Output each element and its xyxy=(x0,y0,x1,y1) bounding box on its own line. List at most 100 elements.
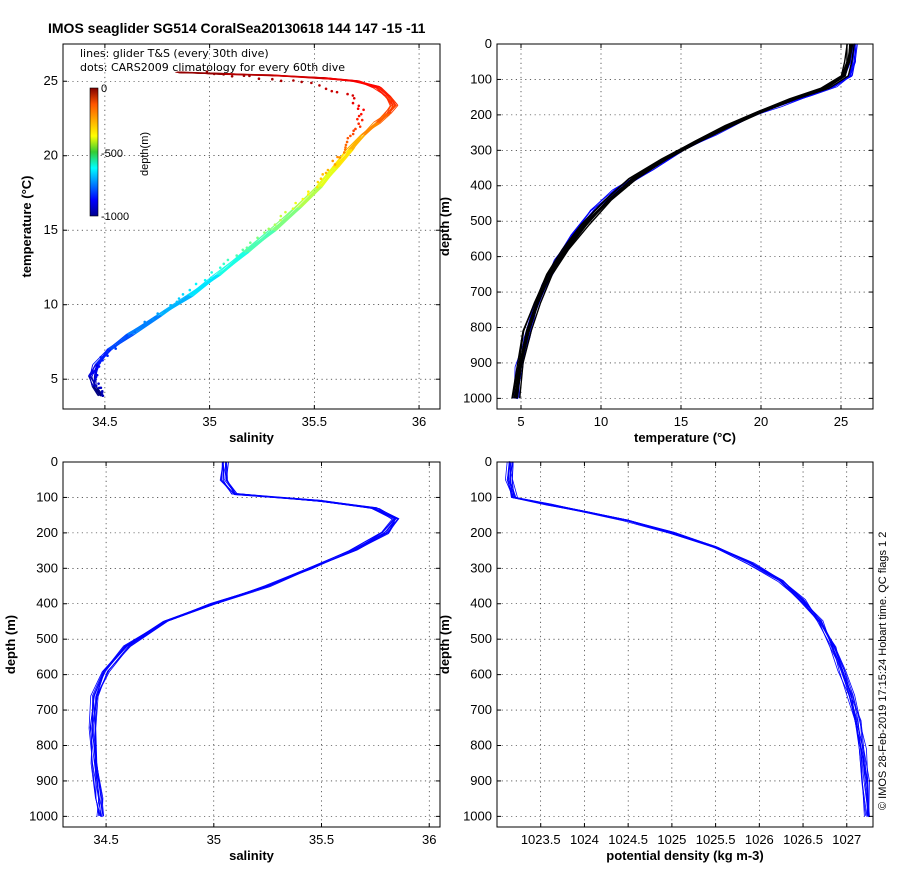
y-tick-label: 800 xyxy=(36,737,58,752)
climatology-dot xyxy=(163,309,166,313)
climatology-dot xyxy=(143,320,147,324)
ts-profile-segment xyxy=(324,77,359,83)
ts-profile-segment xyxy=(91,386,99,396)
climatology-dot xyxy=(141,324,144,328)
y-tick-label: 0 xyxy=(51,454,58,469)
legend-dots-text: dots: CARS2009 climatology for every 60t… xyxy=(80,61,345,74)
axes-frame xyxy=(62,461,441,828)
x-tick-label: 35 xyxy=(202,414,216,429)
ts-profile-segment xyxy=(358,81,379,88)
ts-profile-segment xyxy=(192,274,220,297)
ts-profile-segment xyxy=(273,207,299,231)
x-axis-label: salinity xyxy=(229,848,275,863)
x-tick-label: 36 xyxy=(422,832,436,847)
ts-profile-segment xyxy=(97,349,112,365)
x-axis-label: salinity xyxy=(229,430,275,445)
y-tick-label: 100 xyxy=(470,489,492,504)
ts-profile-segment xyxy=(241,230,269,254)
climatology-dot xyxy=(356,107,360,110)
y-tick-label: 700 xyxy=(470,702,492,717)
climatology-dot xyxy=(121,338,125,342)
climatology-dot xyxy=(292,79,295,82)
profile-line xyxy=(94,461,400,817)
climatology-dot xyxy=(94,384,98,388)
ts-profile-segment xyxy=(218,251,250,276)
y-tick-label: 800 xyxy=(470,737,492,752)
x-tick-label: 10 xyxy=(594,414,608,429)
climatology-dot xyxy=(230,74,234,78)
ts-profile-segment xyxy=(127,315,157,335)
profile-line xyxy=(511,461,870,818)
climatology-dot xyxy=(357,114,361,118)
x-tick-label: 1025 xyxy=(657,832,686,847)
salinity-depth-panel: 34.5 35 35.5 36 0 100 200 300 400 500 600 700 800 900… xyxy=(3,454,441,863)
x-tick-label: 20 xyxy=(754,414,768,429)
temperature-depth-panel: 5 10 15 20 25 0 100 200 300 400 500 600 700 800 900 100… xyxy=(437,36,874,445)
climatology-dot xyxy=(357,104,361,108)
profile-line xyxy=(512,462,870,817)
ts-profile-segment xyxy=(301,186,323,208)
climatology-dot xyxy=(256,236,259,240)
climatology-dot xyxy=(333,163,337,166)
climatology-dot xyxy=(362,108,365,112)
ts-profile-segment xyxy=(385,96,391,106)
climatology-line xyxy=(511,43,848,399)
ts-profile-segment xyxy=(248,230,275,253)
colorbar-tick-mid: -500 xyxy=(101,148,123,160)
climatology-dot xyxy=(222,262,226,266)
x-tick-label: 34.5 xyxy=(92,414,117,429)
y-tick-label: 900 xyxy=(36,773,58,788)
climatology-dot xyxy=(344,146,347,149)
climatology-dot xyxy=(99,355,103,359)
climatology-dot xyxy=(324,87,328,91)
axes-frame xyxy=(62,43,441,410)
climatology-dot xyxy=(279,79,283,83)
y-axis-label: temperature (°C) xyxy=(19,176,34,278)
ts-profile-segment xyxy=(215,252,242,276)
y-tick-label: 500 xyxy=(470,213,492,228)
credit-text: © IMOS 28-Feb-2019 17:15:24 Hobart time.… xyxy=(877,532,889,810)
profile-line xyxy=(95,462,397,818)
climatology-dot xyxy=(114,347,118,350)
ts-profile-segment xyxy=(221,73,274,77)
x-tick-label: 1027 xyxy=(832,832,861,847)
profile-line xyxy=(508,462,865,817)
climatology-dot xyxy=(123,336,126,340)
profile-line xyxy=(506,462,869,817)
y-axis-label: depth (m) xyxy=(437,197,452,256)
x-tick-label: 34.5 xyxy=(93,832,118,847)
climatology-dot xyxy=(209,276,213,280)
ts-diagram-panel: 34.5 35 35.5 36 5 10 15 20 25 salinity temperature… xyxy=(19,43,441,445)
ts-profile-segment xyxy=(89,364,96,377)
ts-profile-segment xyxy=(338,149,354,168)
y-tick-label: 400 xyxy=(470,596,492,611)
y-tick-label: 100 xyxy=(470,71,492,86)
climatology-dot xyxy=(345,140,349,144)
y-tick-label: 200 xyxy=(470,107,492,122)
y-tick-label: 900 xyxy=(470,773,492,788)
climatology-dot xyxy=(279,218,282,222)
climatology-dot xyxy=(188,288,192,292)
climatology-dot xyxy=(351,132,355,136)
ts-profile-segment xyxy=(274,206,302,231)
climatology-dot xyxy=(203,278,207,282)
climatology-dot xyxy=(210,271,213,274)
y-tick-label: 300 xyxy=(470,560,492,575)
depth-colorbar: 0 -500 -1000 depth(m) xyxy=(89,83,151,223)
profile-line xyxy=(506,461,868,817)
x-tick-label: 1024.5 xyxy=(608,832,648,847)
ts-profile-segment xyxy=(297,186,321,208)
ts-profile-segment xyxy=(375,113,386,124)
climatology-dot xyxy=(98,361,101,365)
ts-profile-segment xyxy=(351,134,365,151)
ts-profile-segment xyxy=(345,134,362,151)
climatology-dot xyxy=(331,159,335,163)
climatology-dot xyxy=(100,389,104,393)
y-tick-label: 0 xyxy=(485,36,492,51)
ts-profile-segment xyxy=(320,167,337,187)
climatology-dot xyxy=(351,94,355,97)
y-tick-label: 600 xyxy=(470,667,492,682)
colorbar-gradient xyxy=(89,87,99,217)
climatology-dot xyxy=(113,344,117,348)
x-tick-label: 1023.5 xyxy=(521,832,561,847)
